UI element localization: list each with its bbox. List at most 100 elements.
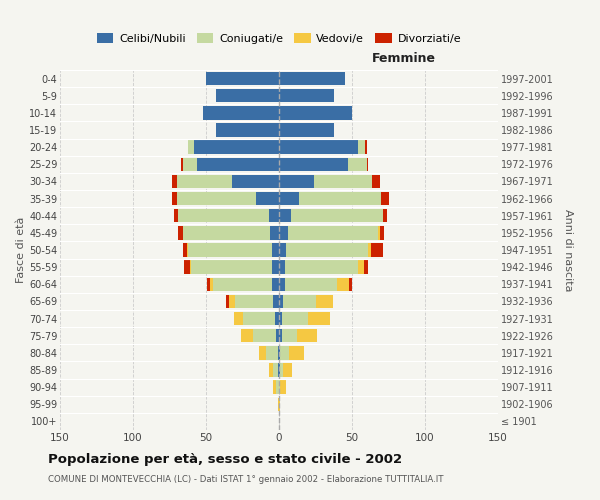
Bar [191,260,272,274]
Bar [273,294,279,308]
Bar [276,380,279,394]
Bar [178,226,182,239]
Bar [269,209,279,222]
Bar [289,346,304,360]
Bar [308,312,330,326]
Bar [216,89,279,102]
Bar [208,278,211,291]
Bar [226,294,229,308]
Bar [177,192,256,205]
Bar [275,312,279,326]
Bar [279,158,347,171]
Bar [282,329,296,342]
Bar [182,226,270,239]
Bar [279,140,358,154]
Bar [266,346,278,360]
Bar [349,278,352,291]
Bar [279,209,290,222]
Bar [273,380,276,394]
Text: Popolazione per età, sesso e stato civile - 2002: Popolazione per età, sesso e stato civil… [48,452,402,466]
Bar [290,209,383,222]
Bar [364,260,368,274]
Bar [279,226,288,239]
Bar [314,174,373,188]
Legend: Celibi/Nubili, Coniugati/e, Vedovi/e, Divorziati/e: Celibi/Nubili, Coniugati/e, Vedovi/e, Di… [92,29,466,48]
Bar [288,226,378,239]
Bar [273,364,278,376]
Bar [280,346,289,360]
Bar [280,380,286,394]
Bar [365,140,367,154]
Bar [285,278,337,291]
Bar [279,346,280,360]
Bar [242,312,275,326]
Bar [241,329,253,342]
Bar [229,294,235,308]
Bar [174,209,178,222]
Bar [276,329,279,342]
Bar [279,278,285,291]
Bar [279,364,280,376]
Bar [286,244,368,256]
Bar [337,278,349,291]
Bar [279,312,282,326]
Bar [178,209,269,222]
Bar [206,72,279,86]
Bar [285,260,358,274]
Bar [187,244,188,256]
Bar [188,140,194,154]
Bar [316,294,333,308]
Bar [279,398,280,411]
Bar [272,278,279,291]
Bar [188,244,272,256]
Bar [235,294,273,308]
Bar [358,260,364,274]
Bar [214,278,272,291]
Bar [279,294,283,308]
Bar [177,174,232,188]
Bar [256,192,279,205]
Bar [234,312,242,326]
Bar [172,174,177,188]
Text: COMUNE DI MONTEVECCHIA (LC) - Dati ISTAT 1° gennaio 2002 - Elaborazione TUTTITAL: COMUNE DI MONTEVECCHIA (LC) - Dati ISTAT… [48,475,443,484]
Bar [279,89,334,102]
Bar [253,329,276,342]
Bar [279,124,334,136]
Bar [279,260,285,274]
Bar [296,329,317,342]
Bar [211,278,214,291]
Bar [383,209,387,222]
Bar [378,226,380,239]
Bar [279,72,344,86]
Bar [232,174,279,188]
Bar [380,226,384,239]
Bar [279,174,314,188]
Bar [279,106,352,120]
Bar [282,312,308,326]
Bar [280,364,283,376]
Bar [190,260,191,274]
Bar [358,140,365,154]
Bar [279,329,282,342]
Bar [203,106,279,120]
Bar [272,260,279,274]
Bar [182,244,187,256]
Bar [279,192,299,205]
Bar [184,260,190,274]
Bar [299,192,381,205]
Bar [181,158,182,171]
Text: Femmine: Femmine [372,52,436,64]
Bar [373,174,380,188]
Bar [367,158,368,171]
Bar [279,244,286,256]
Bar [347,158,367,171]
Bar [197,158,279,171]
Bar [216,124,279,136]
Bar [283,294,316,308]
Bar [259,346,266,360]
Bar [368,244,371,256]
Bar [270,226,279,239]
Bar [172,192,177,205]
Bar [272,244,279,256]
Bar [371,244,383,256]
